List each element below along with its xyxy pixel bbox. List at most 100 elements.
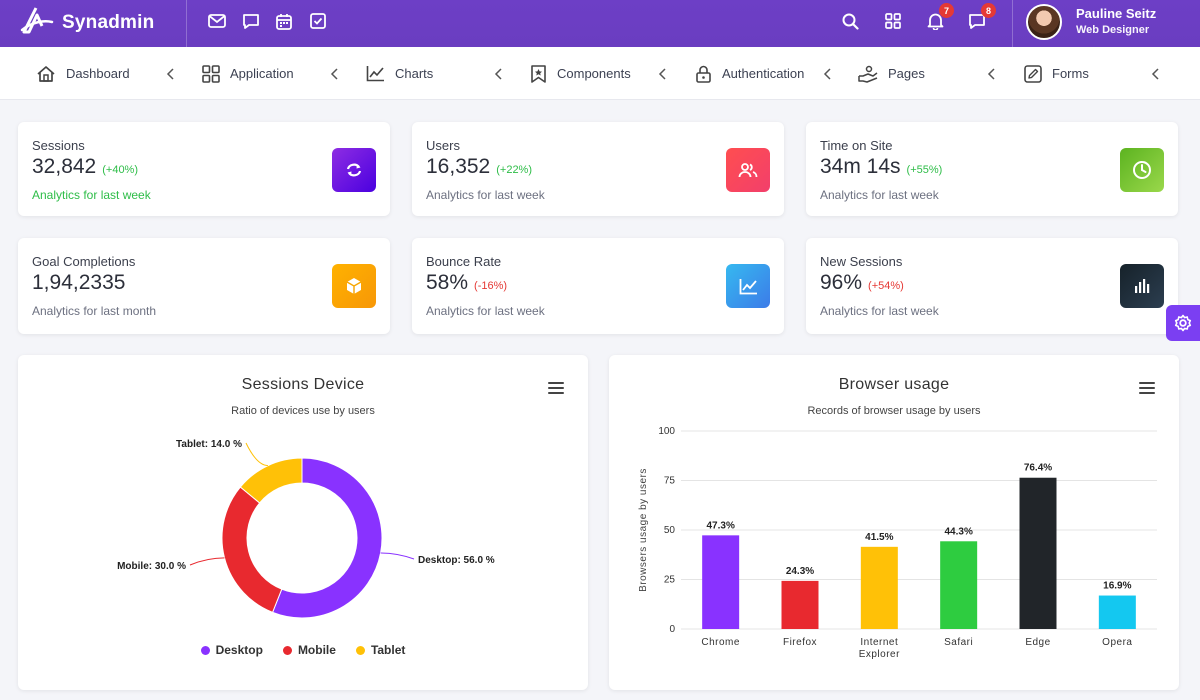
y-tick-label: 100 <box>658 426 675 437</box>
data-label: Desktop: 56.0 % <box>418 555 495 566</box>
stat-card-sessions: Sessions 32,842 (+40%) Analytics for last… <box>18 122 390 216</box>
menu-item-label: Dashboard <box>66 66 130 81</box>
stat-card-time-on-site: Time on Site 34m 14s (+55%) Analytics for… <box>806 122 1178 216</box>
stat-subtext: Analytics for last week <box>32 188 151 202</box>
chart-menu-icon[interactable] <box>1139 382 1155 394</box>
stat-delta: (+22%) <box>496 164 533 176</box>
x-tick-label: Explorer <box>859 649 900 660</box>
logo-icon <box>20 6 54 41</box>
chat-icon[interactable] <box>240 10 262 32</box>
messages-icon[interactable]: 8 <box>966 3 996 32</box>
checkbox-icon[interactable] <box>307 10 329 32</box>
menu-item-authentication[interactable]: Authentication <box>695 47 804 100</box>
top-bar: Synadmin 7 8 Pauline Seitz Web Designer <box>0 0 1200 47</box>
x-tick-label: Internet <box>860 637 898 648</box>
donut-slice-tablet[interactable] <box>239 457 303 504</box>
y-axis-label: Browsers usage by users <box>638 468 649 592</box>
stat-value: 96% <box>820 271 863 294</box>
cube-icon <box>332 264 376 308</box>
settings-gear-icon[interactable] <box>1166 305 1200 341</box>
stat-card-goal-completions: Goal Completions 1,94,2335 Analytics for… <box>18 238 390 334</box>
bell-icon[interactable]: 7 <box>924 3 954 32</box>
menu-item-application[interactable]: Application <box>202 47 294 100</box>
hand-icon <box>858 65 878 83</box>
y-tick-label: 50 <box>664 525 676 536</box>
stat-value-row: 1,94,2335 <box>32 271 125 295</box>
stat-card-new-sessions: New Sessions 96% (+54%) Analytics for las… <box>806 238 1178 334</box>
x-tick-label: Opera <box>1102 637 1132 648</box>
menu-item-dashboard[interactable]: Dashboard <box>36 47 130 100</box>
chevron-left-icon[interactable] <box>494 68 504 80</box>
stat-delta: (-16%) <box>474 280 508 292</box>
browser-usage-panel: Browser usage Records of browser usage b… <box>609 355 1179 690</box>
users-icon <box>726 148 770 192</box>
message-count-badge: 8 <box>981 3 996 18</box>
apps-grid-icon[interactable] <box>882 10 904 32</box>
legend-item-desktop[interactable]: Desktop <box>200 643 263 657</box>
stat-subtext: Analytics for last week <box>820 304 939 318</box>
menu-item-components[interactable]: Components <box>530 47 631 100</box>
stat-value-row: 58% (-16%) <box>426 271 507 295</box>
chevron-left-icon[interactable] <box>823 68 833 80</box>
lock-icon <box>696 65 711 83</box>
menu-item-label: Components <box>557 66 631 81</box>
brand[interactable]: Synadmin <box>20 6 154 40</box>
legend-label: Mobile <box>297 643 336 657</box>
chevron-left-icon[interactable] <box>987 68 997 80</box>
donut-slice-mobile[interactable] <box>221 486 283 614</box>
data-label: 24.3% <box>786 566 814 577</box>
data-label-connector <box>245 442 268 467</box>
menu-item-forms[interactable]: Forms <box>1024 47 1089 100</box>
data-label: 41.5% <box>865 532 893 543</box>
donut-slice-desktop[interactable] <box>271 457 383 619</box>
stat-subtext: Analytics for last month <box>32 304 157 318</box>
panel-subtitle: Ratio of devices use by users <box>231 405 375 417</box>
stat-value-row: 34m 14s (+55%) <box>820 155 942 179</box>
search-icon[interactable] <box>839 10 861 32</box>
menu-item-label: Application <box>230 66 294 81</box>
stat-value-row: 16,352 (+22%) <box>426 155 532 179</box>
donut-chart: Desktop: 56.0 % Mobile: 30.0 % Tablet: 14.… <box>117 439 495 619</box>
chevron-left-icon[interactable] <box>1151 68 1161 80</box>
chart-menu-icon[interactable] <box>548 382 564 394</box>
edit-icon <box>1024 64 1042 83</box>
x-tick-label: Safari <box>944 637 973 648</box>
stat-value: 34m 14s <box>820 155 901 178</box>
stat-label: Time on Site <box>820 138 893 153</box>
bar-chrome[interactable] <box>702 535 740 629</box>
legend-item-tablet[interactable]: Tablet <box>355 643 405 657</box>
bar-internet-explorer[interactable] <box>860 546 898 629</box>
panel-title: Browser usage <box>838 376 950 393</box>
data-label-connector <box>380 552 415 560</box>
stat-label: Sessions <box>32 138 85 153</box>
chevron-left-icon[interactable] <box>166 68 176 80</box>
legend-item-mobile[interactable]: Mobile <box>282 643 336 657</box>
user-menu[interactable]: Pauline Seitz Web Designer <box>1026 4 1156 40</box>
calendar-icon[interactable] <box>273 10 295 32</box>
menu-item-label: Charts <box>395 66 434 81</box>
stat-label: New Sessions <box>820 254 903 269</box>
menu-item-charts[interactable]: Charts <box>366 47 433 100</box>
data-label: 47.3% <box>706 520 734 531</box>
brand-name: Synadmin <box>62 12 155 33</box>
bar-edge[interactable] <box>1019 477 1057 629</box>
chevron-left-icon[interactable] <box>330 68 340 80</box>
stat-value-row: 96% (+54%) <box>820 271 904 295</box>
chevron-left-icon[interactable] <box>658 68 668 80</box>
bar-opera[interactable] <box>1098 595 1136 629</box>
bar-safari[interactable] <box>940 541 978 629</box>
menu-item-label: Forms <box>1052 66 1089 81</box>
bar-firefox[interactable] <box>781 580 819 629</box>
mail-icon[interactable] <box>206 10 228 32</box>
chart-legend: Desktop Mobile Tablet <box>18 643 588 657</box>
stat-value-row: 32,842 (+40%) <box>32 155 138 179</box>
menu-item-label: Authentication <box>722 66 805 81</box>
bar-chart: 0 25 50 75 100 Browsers usage by users 47.3% Ch… <box>638 426 1157 660</box>
stat-value: 1,94,2335 <box>32 271 126 294</box>
notification-count-badge: 7 <box>939 3 954 18</box>
refresh-icon <box>332 148 376 192</box>
menu-item-label: Pages <box>888 66 925 81</box>
stat-delta: (+55%) <box>906 164 943 176</box>
data-label: 44.3% <box>944 526 972 537</box>
menu-item-pages[interactable]: Pages <box>858 47 925 100</box>
